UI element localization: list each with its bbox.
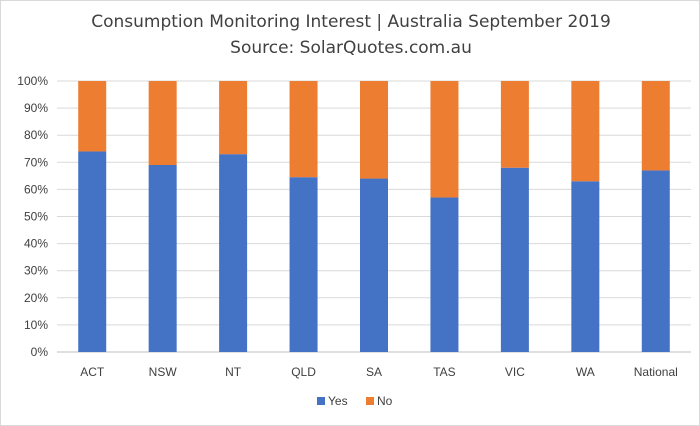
x-axis: ACT NSW NT QLD SA TAS VIC WA National bbox=[80, 365, 678, 379]
y-tick-label: 40% bbox=[24, 237, 48, 251]
y-tick-label: 60% bbox=[24, 182, 48, 196]
y-tick-label: 80% bbox=[24, 128, 48, 142]
y-tick-label: 100% bbox=[17, 74, 48, 88]
bar-no-nt bbox=[219, 81, 248, 155]
bar-yes-qld bbox=[289, 177, 318, 352]
chart-title: Consumption Monitoring Interest | Austra… bbox=[91, 12, 611, 32]
legend: Yes No bbox=[317, 394, 393, 408]
bar-yes-tas bbox=[430, 197, 459, 352]
y-axis: 0% 10% 20% 30% 40% 50% 60% 70% 80% 90% 100% bbox=[17, 74, 48, 359]
legend-label-yes: Yes bbox=[328, 394, 348, 408]
bar-yes-sa bbox=[360, 178, 388, 352]
x-tick-label: National bbox=[634, 365, 678, 379]
bar-yes-nsw bbox=[148, 165, 177, 352]
x-tick-label: VIC bbox=[505, 365, 525, 379]
x-tick-label: SA bbox=[366, 365, 382, 379]
chart-subtitle: Source: SolarQuotes.com.au bbox=[230, 38, 472, 58]
bar-no-national bbox=[641, 81, 670, 171]
bar-no-act bbox=[78, 81, 107, 152]
bar-yes-wa bbox=[571, 181, 600, 352]
y-tick-label: 90% bbox=[24, 101, 48, 115]
y-tick-label: 20% bbox=[24, 291, 48, 305]
bar-no-tas bbox=[430, 81, 459, 198]
y-tick-label: 50% bbox=[24, 210, 48, 224]
legend-label-no: No bbox=[377, 394, 393, 408]
y-tick-label: 0% bbox=[31, 345, 49, 359]
bar-no-vic bbox=[500, 81, 529, 168]
bar-no-nsw bbox=[148, 81, 177, 166]
bar-no-qld bbox=[289, 81, 318, 178]
y-tick-label: 10% bbox=[24, 318, 48, 332]
x-tick-label: ACT bbox=[80, 365, 105, 379]
bar-no-wa bbox=[571, 81, 600, 182]
legend-swatch-no bbox=[366, 397, 374, 405]
bar-yes-act bbox=[78, 151, 107, 352]
bar-no-sa bbox=[360, 81, 388, 179]
x-tick-label: QLD bbox=[291, 365, 316, 379]
bar-yes-nt bbox=[219, 154, 248, 352]
x-tick-label: NSW bbox=[149, 365, 178, 379]
x-tick-label: TAS bbox=[433, 365, 455, 379]
x-tick-label: NT bbox=[225, 365, 242, 379]
y-tick-label: 30% bbox=[24, 264, 48, 278]
x-tick-label: WA bbox=[576, 365, 595, 379]
legend-swatch-yes bbox=[317, 397, 325, 405]
bars bbox=[78, 81, 670, 352]
bar-yes-vic bbox=[500, 167, 529, 352]
bar-yes-national bbox=[641, 170, 670, 352]
y-tick-label: 70% bbox=[24, 155, 48, 169]
chart-title-block: Consumption Monitoring Interest | Austra… bbox=[1, 9, 700, 61]
